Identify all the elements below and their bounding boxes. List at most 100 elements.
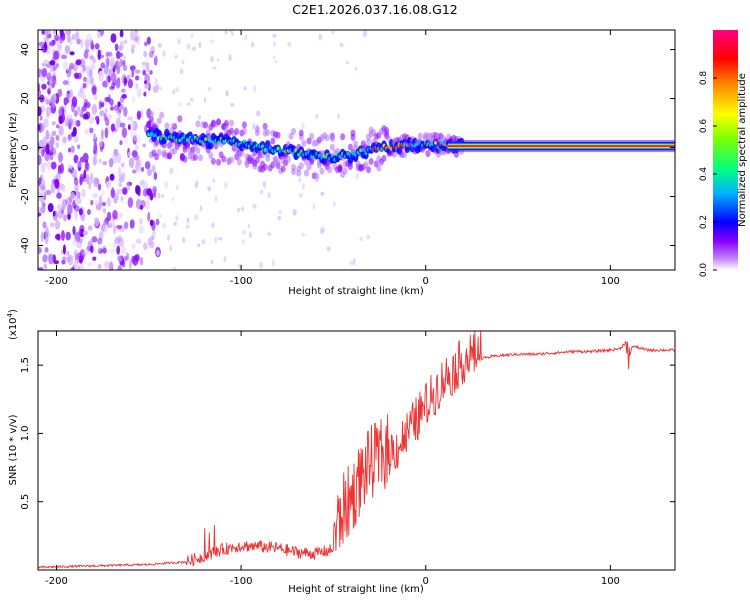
- spectrogram-noise-blob: [106, 197, 112, 207]
- spectrogram-signal-halo: [192, 153, 198, 161]
- spectrogram-noise-blob: [120, 88, 126, 93]
- spectrogram-noise-blob: [144, 41, 148, 47]
- spectrogram-signal-halo: [254, 125, 260, 133]
- spectrogram-noise-blob: [362, 30, 367, 38]
- spectrogram-noise-blob: [138, 224, 144, 234]
- spectrogram-noise-blob: [127, 197, 134, 208]
- spectrogram-signal-halo: [241, 121, 247, 129]
- spectrogram-noise-blob: [92, 256, 97, 261]
- spectrogram-noise-blob: [128, 258, 132, 270]
- spectrogram-noise-blob: [134, 69, 141, 74]
- spectrogram-noise-blob: [186, 102, 191, 106]
- spectrogram-noise-blob: [97, 183, 102, 191]
- spectrogram-signal-halo: [337, 165, 343, 173]
- spectrogram-signal-halo: [146, 121, 152, 129]
- spectrogram-noise-blob: [162, 222, 167, 229]
- spectrogram-noise-blob: [80, 188, 86, 198]
- spectrogram-noise-blob: [185, 224, 190, 229]
- spectrogram-noise-blob: [218, 237, 223, 241]
- spectrogram-noise-blob: [56, 192, 62, 199]
- spectrogram-noise-blob: [108, 260, 114, 270]
- spectrogram-noise-blob: [91, 86, 97, 96]
- spectrogram-noise-blob: [44, 229, 51, 239]
- spectrogram-signal-halo: [285, 155, 291, 163]
- spectrogram-noise-blob: [179, 68, 184, 75]
- spectrogram-noise-blob: [104, 96, 111, 103]
- spectrogram-noise-blob: [181, 60, 185, 65]
- snr-background: [38, 331, 675, 570]
- x-tick-label: 100: [601, 576, 620, 587]
- spectrogram-noise-blob: [61, 54, 67, 60]
- y-tick-label: 1.0: [20, 425, 31, 441]
- spectrogram-noise-blob: [43, 263, 47, 269]
- spectrogram-noise-blob: [45, 106, 52, 116]
- spectrogram-signal-core: [209, 139, 213, 144]
- spectrogram-signal-halo: [350, 133, 356, 141]
- spectrogram-noise-blob: [69, 51, 75, 56]
- spectrogram-signal-halo: [221, 155, 227, 163]
- spectrogram-signal-halo: [210, 157, 216, 165]
- spectrogram-noise-blob: [104, 127, 109, 139]
- spectrogram-noise-blob: [173, 221, 177, 227]
- spectrogram-noise-blob: [301, 122, 305, 129]
- spectrogram-noise-blob: [57, 108, 63, 116]
- spectrogram-noise-blob: [64, 44, 71, 54]
- spectrogram-noise-blob: [101, 201, 106, 207]
- spectrogram-noise-blob: [127, 116, 133, 121]
- spectrogram-noise-blob: [349, 260, 354, 266]
- spectrogram-noise-blob: [83, 102, 88, 108]
- spectrogram-noise-blob: [94, 217, 100, 227]
- spectrogram-noise-blob: [119, 30, 124, 38]
- spectrogram-noise-blob: [331, 30, 335, 35]
- spectrogram-noise-blob: [148, 240, 155, 249]
- spectrogram-noise-blob: [156, 249, 160, 256]
- spectrogram-noise-blob: [123, 221, 129, 230]
- spectrogram-noise-blob: [242, 229, 247, 235]
- spectrogram-noise-blob: [149, 70, 153, 75]
- spectrogram-noise-blob: [115, 117, 122, 129]
- spectrogram-noise-blob: [159, 213, 162, 218]
- spectrogram-noise-blob: [160, 193, 165, 199]
- spectrogram-noise-blob: [38, 154, 42, 166]
- spectrogram-noise-blob: [113, 149, 118, 157]
- spectrogram-noise-blob: [49, 60, 56, 66]
- spectrogram-noise-blob: [120, 162, 125, 168]
- spectrogram-noise-blob: [318, 33, 323, 41]
- spectrogram-noise-blob: [152, 85, 159, 94]
- spectrogram-noise-blob: [129, 219, 135, 229]
- spectrogram-signal-halo: [265, 128, 271, 136]
- spectrogram-signal-halo: [229, 119, 235, 127]
- spectrogram-noise-blob: [54, 178, 60, 189]
- spectrogram-noise-blob: [123, 76, 127, 87]
- colorbar-tick-label: 0.4: [699, 167, 709, 182]
- spectrogram-noise-blob: [117, 166, 122, 176]
- spectrogram-noise-blob: [94, 199, 99, 206]
- spectrogram-noise-blob: [107, 68, 113, 75]
- spectrogram-noise-blob: [46, 159, 52, 171]
- spectrogram-signal-core: [351, 151, 355, 156]
- spectrogram-noise-blob: [66, 114, 73, 124]
- spectrogram-noise-blob: [225, 90, 229, 97]
- x-tick-label: -100: [230, 576, 253, 587]
- spectrogram-noise-blob: [135, 238, 142, 244]
- spectrogram-noise-blob: [118, 173, 123, 180]
- spectrogram-noise-blob: [100, 62, 106, 69]
- spectrogram-noise-blob: [139, 204, 144, 211]
- spectrogram-noise-blob: [40, 231, 44, 242]
- spectrogram-noise-blob: [272, 55, 276, 60]
- spectrogram-signal-halo: [340, 133, 346, 141]
- spectrogram-noise-blob: [79, 86, 84, 94]
- spectrogram-noise-blob: [203, 97, 207, 103]
- spectrogram-noise-blob: [68, 119, 72, 130]
- spectrogram-noise-blob: [142, 143, 146, 148]
- spectrogram-noise-blob: [198, 41, 202, 49]
- spectrogram-noise-blob: [110, 248, 116, 254]
- spectrogram-noise-blob: [73, 154, 79, 164]
- spectrogram-noise-blob: [153, 193, 157, 198]
- spectrogram-noise-blob: [54, 219, 61, 230]
- spectrogram-noise-blob: [73, 259, 78, 270]
- spectrogram-noise-blob: [315, 179, 319, 183]
- spectrogram-noise-blob: [175, 86, 180, 93]
- spectrogram-noise-blob: [126, 74, 131, 80]
- spectrogram-noise-blob: [68, 68, 72, 74]
